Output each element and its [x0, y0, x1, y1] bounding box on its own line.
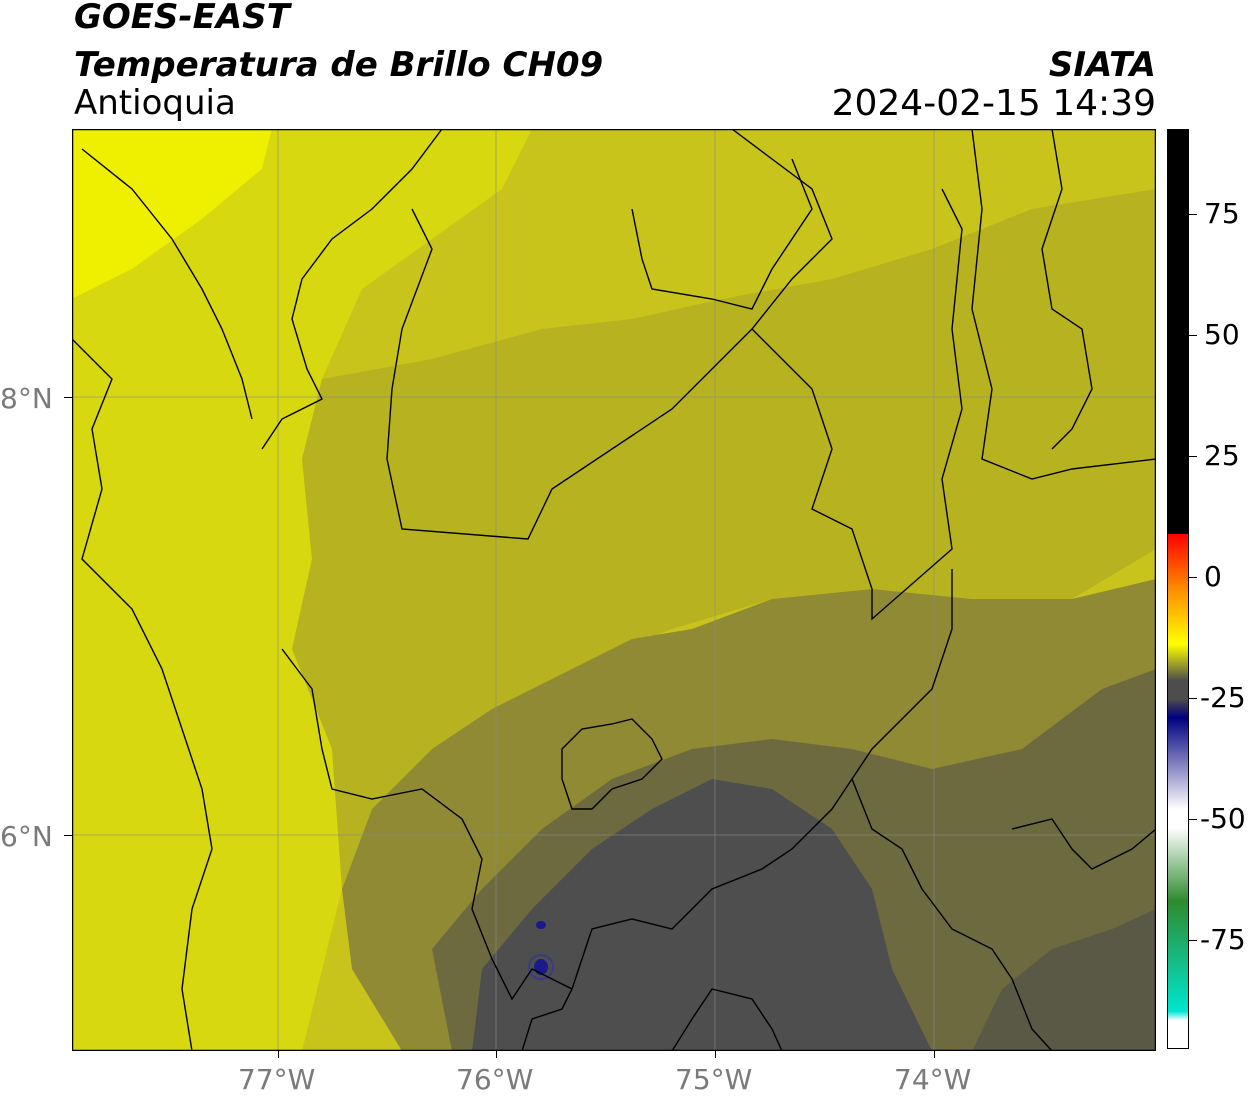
- cold-spot-2: [536, 921, 546, 929]
- colorbar-tick-25: [1189, 456, 1197, 457]
- y-tick-6n: [64, 835, 72, 836]
- colorbar: [1167, 129, 1189, 1049]
- risaralda-border: [851, 778, 1053, 1051]
- zone-dark-gray-east: [972, 909, 1156, 1051]
- boyaca-border: [1011, 818, 1156, 870]
- magdalena-river: [971, 129, 1156, 480]
- colorbar-label-minus75: -75: [1200, 923, 1246, 956]
- borders: [72, 129, 1156, 1051]
- x-tick-75w: [715, 1050, 716, 1058]
- zone-bright-yellow: [72, 129, 272, 299]
- cold-spot-ring: [528, 954, 554, 980]
- x-tick-74w: [934, 1050, 935, 1058]
- colorbar-label-minus50: -50: [1200, 802, 1246, 835]
- y-label-8n: 8°N: [0, 382, 53, 415]
- gridlines: [72, 129, 1156, 1051]
- x-label-74w: 74°W: [894, 1063, 972, 1096]
- cold-spot-1: [534, 959, 548, 975]
- caldas-border: [571, 569, 953, 990]
- y-tick-8n: [64, 397, 72, 398]
- y-label-6n: 6°N: [0, 820, 53, 853]
- colorbar-label-25: 25: [1204, 439, 1240, 472]
- colorbar-tick-minus25: [1189, 698, 1197, 699]
- zone-olive-band: [292, 189, 1156, 889]
- south-departments: [671, 988, 783, 1051]
- colorbar-tick-0: [1189, 577, 1197, 578]
- antioquia-border-north: [386, 129, 833, 540]
- colorbar-tick-75: [1189, 214, 1197, 215]
- colorbar-label-50: 50: [1204, 318, 1240, 351]
- coastline-uraba: [81, 148, 253, 420]
- colorbar-label-0: 0: [1204, 560, 1222, 593]
- x-label-77w: 77°W: [238, 1063, 316, 1096]
- zone-dark-gray: [472, 779, 932, 1051]
- gulf-river: [261, 129, 443, 450]
- department-east: [1041, 129, 1093, 450]
- x-label-76w: 76°W: [456, 1063, 534, 1096]
- colorbar-tick-minus50: [1189, 819, 1197, 820]
- title-region: Antioquia: [74, 83, 236, 123]
- coastline-west: [72, 338, 213, 1051]
- colorbar-tick-50: [1189, 335, 1197, 336]
- colorbar-label-minus25: -25: [1200, 681, 1246, 714]
- x-tick-76w: [496, 1050, 497, 1058]
- department-north: [631, 158, 813, 310]
- medellin-area: [561, 718, 663, 810]
- x-label-75w: 75°W: [675, 1063, 753, 1096]
- zone-yellow-west: [72, 129, 532, 1051]
- title-product: Temperatura de Brillo CH09: [74, 45, 604, 85]
- antioquia-border-south: [281, 648, 573, 1051]
- colorbar-tick-minus75: [1189, 940, 1197, 941]
- colorbar-label-75: 75: [1204, 197, 1240, 230]
- antioquia-border-east: [751, 188, 963, 621]
- title-satellite: GOES-EAST: [74, 0, 290, 37]
- brightness-temperature-map: [72, 129, 1156, 1051]
- x-tick-77w: [278, 1050, 279, 1058]
- datetime-label: 2024-02-15 14:39: [831, 83, 1156, 124]
- agency-label: SIATA: [1048, 45, 1156, 85]
